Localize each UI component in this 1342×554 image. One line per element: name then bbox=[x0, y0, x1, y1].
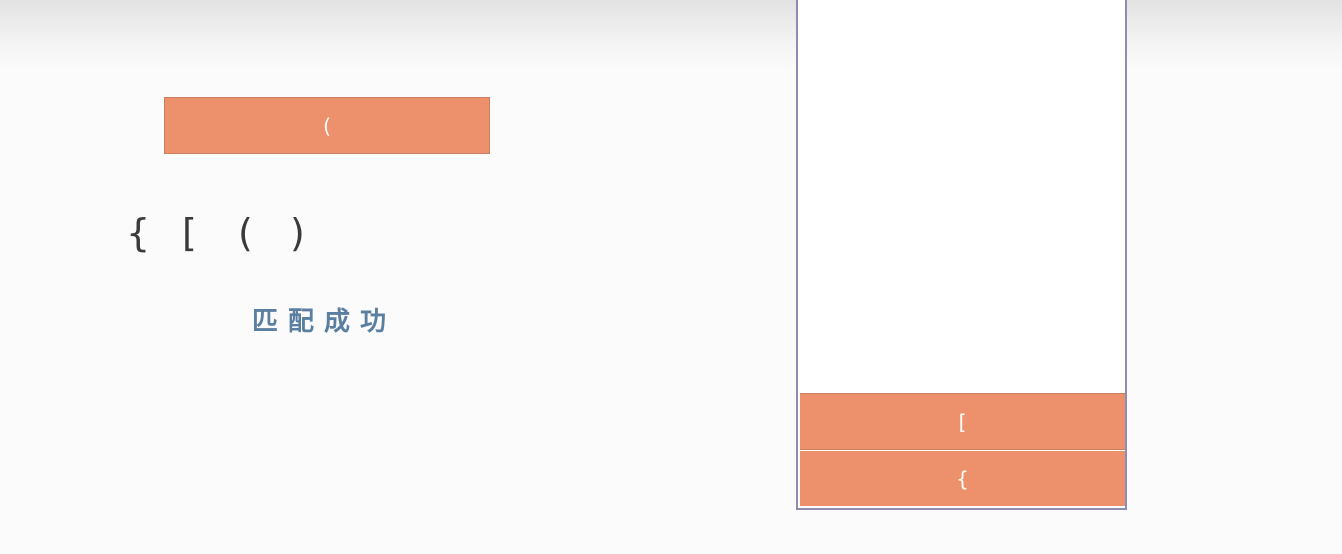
popped-bracket-label: ( bbox=[323, 113, 331, 138]
stack-item-label: { bbox=[956, 466, 969, 491]
sequence-char: [ bbox=[182, 211, 197, 255]
match-status-text: 匹配成功 bbox=[252, 307, 397, 337]
stack-item: [ bbox=[800, 393, 1125, 450]
sequence-char: ) bbox=[290, 211, 305, 255]
stack-container: [ { bbox=[796, 0, 1127, 510]
popped-bracket-block: ( bbox=[164, 97, 490, 154]
stack-item: { bbox=[800, 451, 1125, 506]
top-shadow-band bbox=[0, 0, 1342, 70]
sequence-char: { bbox=[126, 211, 151, 255]
sequence-char: ( bbox=[238, 211, 253, 255]
stack-item-label: [ bbox=[958, 409, 967, 434]
